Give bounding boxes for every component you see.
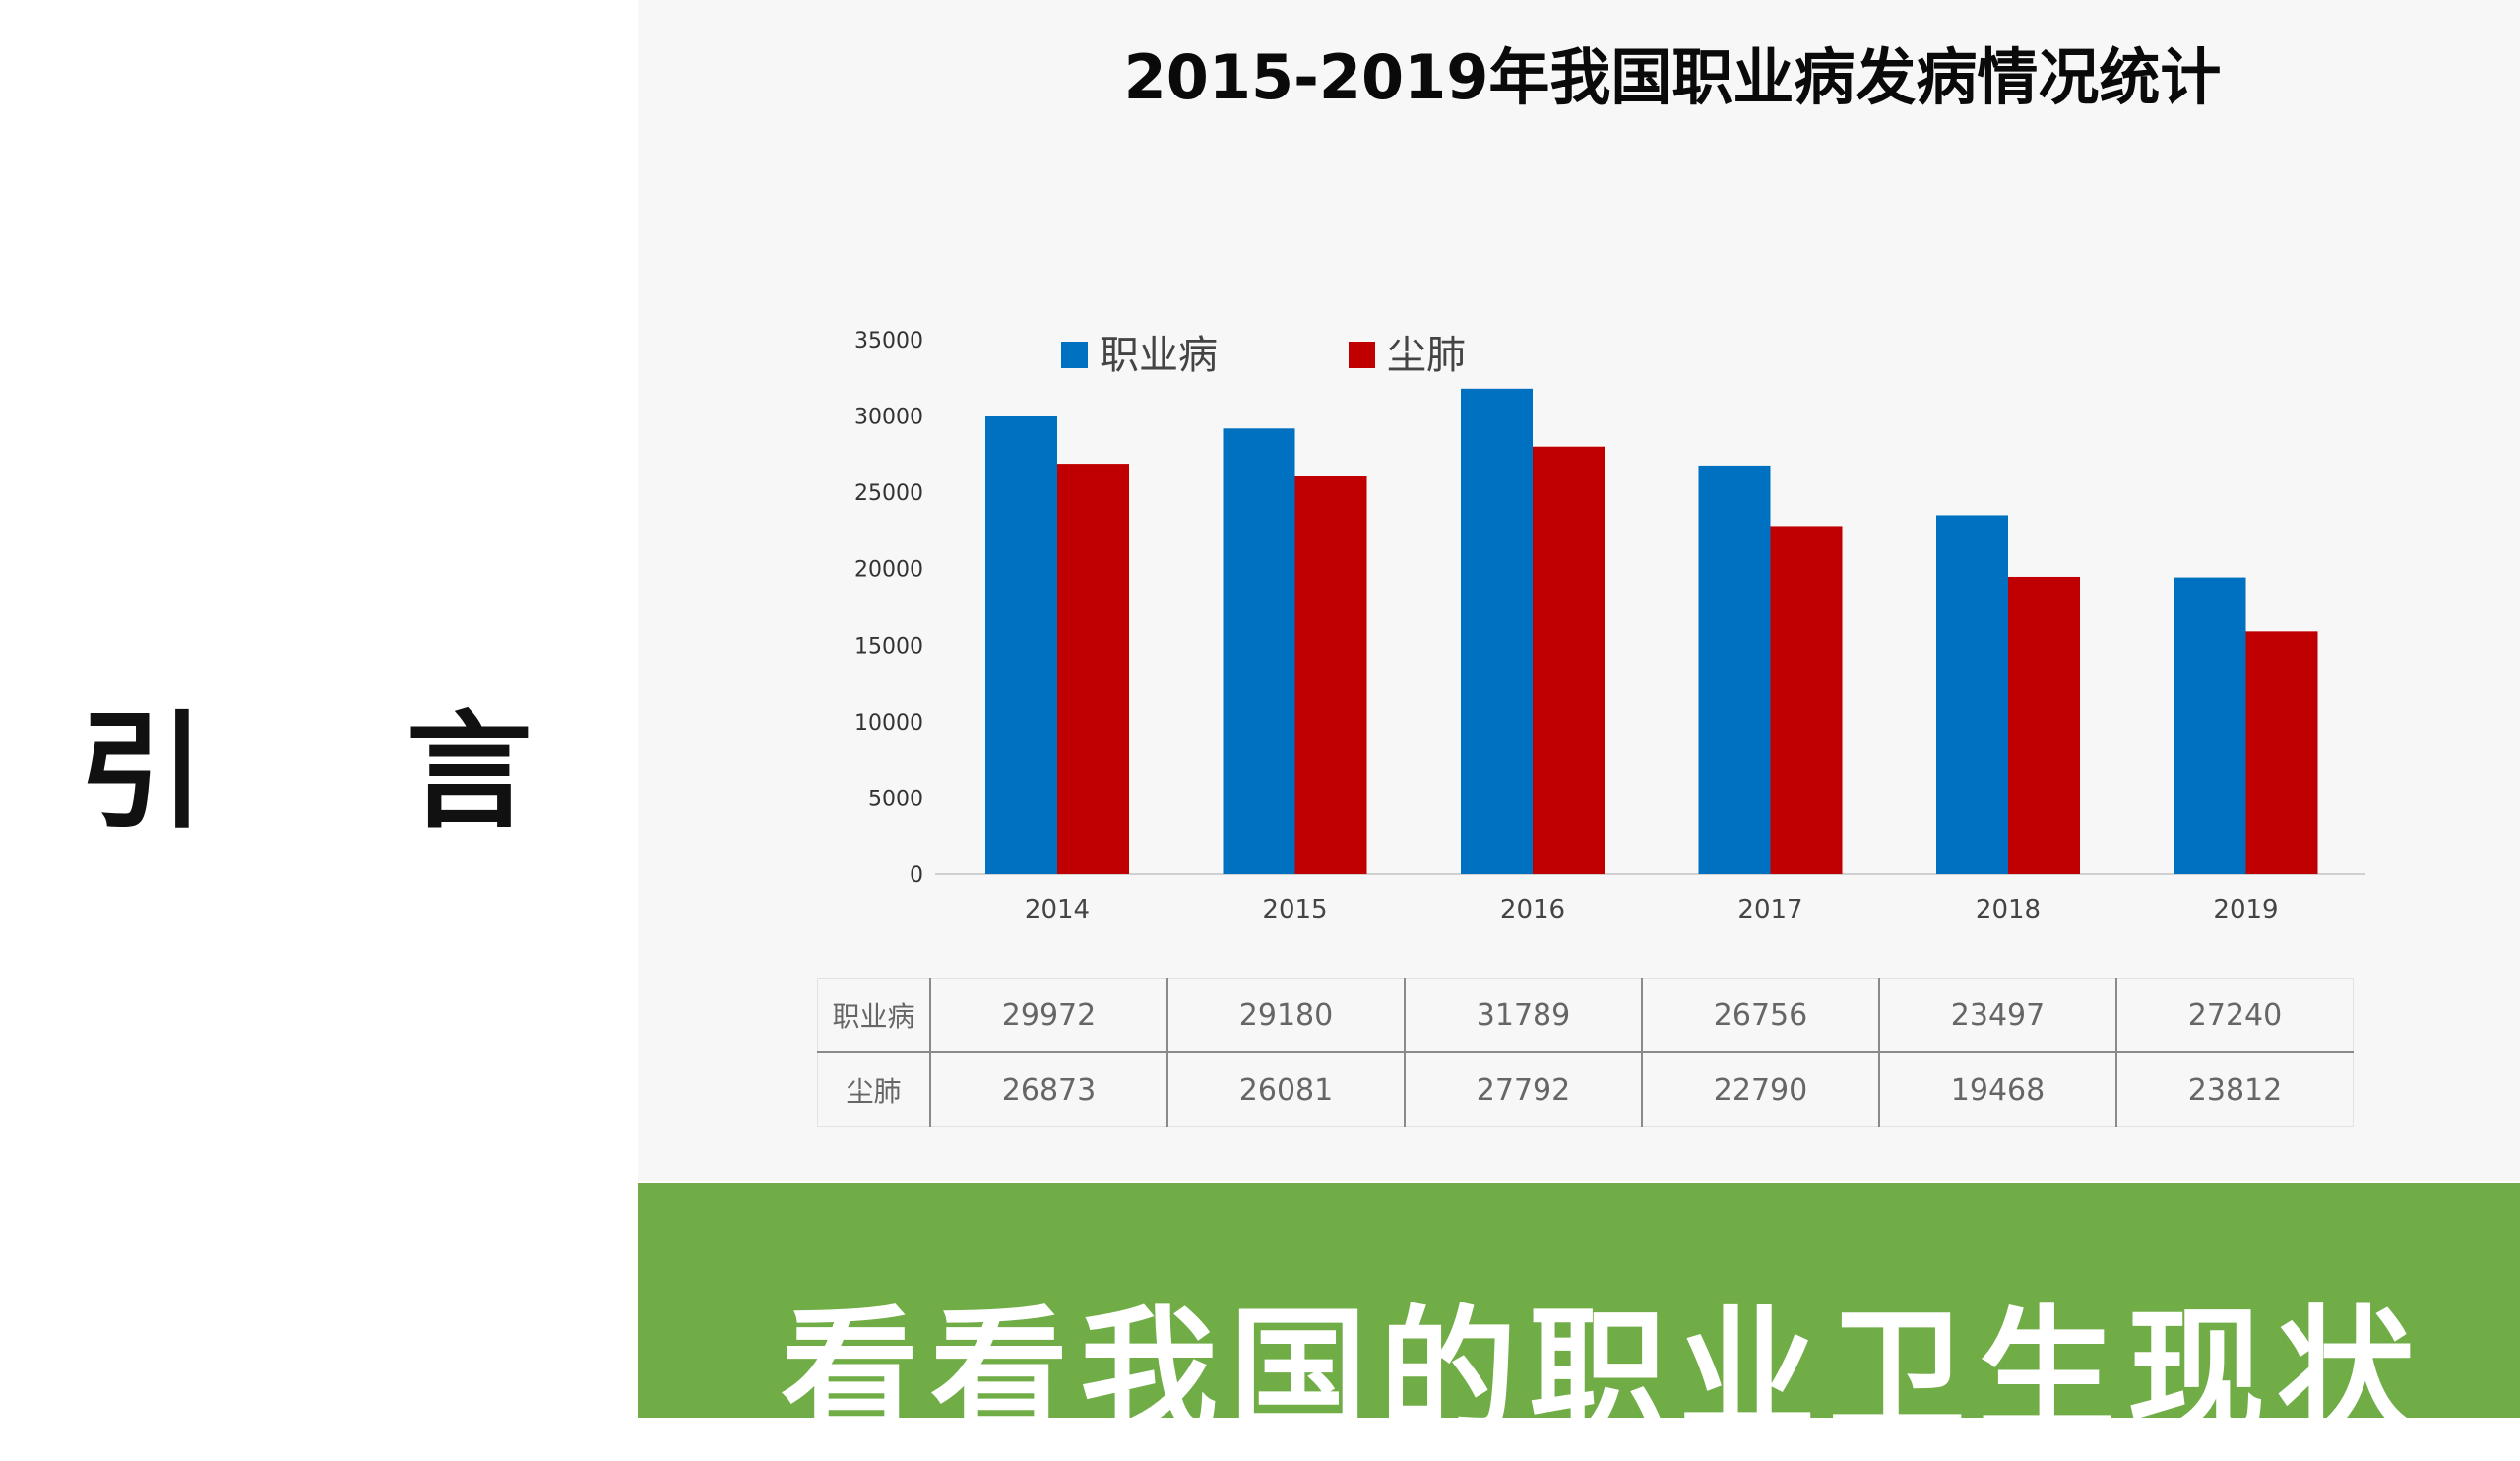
bar-series2 xyxy=(2008,576,2080,874)
bar-series2 xyxy=(1294,476,1367,874)
bar-series1 xyxy=(1223,428,1295,874)
y-tick-label: 35000 xyxy=(854,329,923,353)
bar-series2 xyxy=(1770,526,1843,874)
x-tick-label: 2018 xyxy=(1976,895,2041,924)
table-cell: 29180 xyxy=(1167,978,1406,1053)
bar-series1 xyxy=(1461,388,1533,874)
y-tick-label: 15000 xyxy=(854,634,923,659)
table-cell: 23812 xyxy=(2116,1052,2354,1127)
y-tick-label: 10000 xyxy=(854,711,923,735)
bar-series1 xyxy=(2174,577,2246,874)
table-cell: 26081 xyxy=(1167,1052,1406,1127)
banner-title: 看看我国的职业卫生现状 xyxy=(781,1294,2427,1454)
legend-label: 职业病 xyxy=(1100,333,1218,378)
table-cell: 27792 xyxy=(1405,1052,1643,1127)
bar-series2 xyxy=(1533,446,1605,874)
table-cell: 31789 xyxy=(1405,978,1643,1053)
data-table: 职业病 29972 29180 31789 26756 23497 27240 … xyxy=(817,978,2354,1127)
y-tick-label: 25000 xyxy=(854,481,923,506)
table-row: 尘肺 26873 26081 27792 22790 19468 23812 xyxy=(817,1052,2354,1127)
bar-series1 xyxy=(1936,515,2008,874)
legend-swatch xyxy=(1349,342,1375,368)
x-tick-label: 2014 xyxy=(1025,895,1090,924)
table-cell: 23497 xyxy=(1879,978,2117,1053)
bar-series2 xyxy=(1057,464,1129,874)
x-tick-label: 2016 xyxy=(1500,895,1565,924)
x-tick-label: 2015 xyxy=(1262,895,1327,924)
bar-series1 xyxy=(1698,465,1771,874)
bar-chart: 0 5000 10000 15000 20000 25000 30000 35000 2014 2… xyxy=(854,329,2365,924)
table-cell: 27240 xyxy=(2116,978,2354,1053)
row-label: 职业病 xyxy=(817,978,931,1053)
table-cell: 26756 xyxy=(1642,978,1880,1053)
bar-series1 xyxy=(985,416,1057,874)
y-tick-label: 30000 xyxy=(854,406,923,430)
legend-swatch xyxy=(1061,342,1088,368)
y-tick-label: 20000 xyxy=(854,558,923,583)
table-cell: 19468 xyxy=(1879,1052,2117,1127)
bottom-banner: 看看我国的职业卫生现状 xyxy=(638,1183,2520,1454)
section-heading: 引 言 xyxy=(79,699,611,846)
table-row: 职业病 29972 29180 31789 26756 23497 27240 xyxy=(817,978,2354,1053)
table-cell: 22790 xyxy=(1642,1052,1880,1127)
legend-label: 尘肺 xyxy=(1387,333,1466,378)
table-cell: 26873 xyxy=(930,1052,1168,1127)
row-label: 尘肺 xyxy=(817,1052,931,1127)
left-panel: 引 言 xyxy=(0,0,637,1418)
y-tick-label: 5000 xyxy=(868,787,923,811)
y-tick-label: 0 xyxy=(910,863,923,888)
table-cell: 29972 xyxy=(930,978,1168,1053)
chart-title: 2015-2019年我国职业病发病情况统计 xyxy=(1123,41,2222,113)
chart-slide-area: 2015-2019年我国职业病发病情况统计 0 5000 10000 15000 200… xyxy=(638,0,2520,1181)
x-tick-label: 2017 xyxy=(1737,895,1802,924)
bar-series2 xyxy=(2245,631,2318,874)
x-tick-label: 2019 xyxy=(2213,895,2278,924)
